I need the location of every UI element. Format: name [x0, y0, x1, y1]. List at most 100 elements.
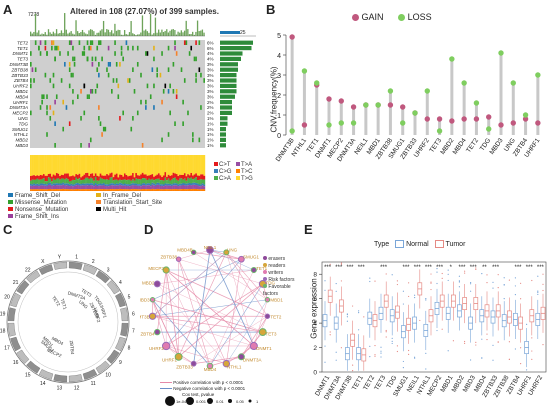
node-label: NTHL1: [227, 365, 242, 370]
gene-label: DNMT3A: [9, 105, 28, 110]
neg-line: [160, 388, 172, 390]
loss-point: [449, 56, 455, 62]
mutation-cell: [174, 40, 176, 45]
titv-segment: [200, 184, 202, 187]
titv-segment: [158, 182, 160, 185]
gain-dot: [352, 14, 359, 22]
gene-label: MECP2: [12, 111, 28, 116]
mutation-cell: [68, 121, 71, 126]
titv-segment: [154, 189, 157, 191]
titv-segment: [102, 155, 105, 176]
mutation-cell: [101, 56, 103, 62]
chromosome-band: [115, 336, 126, 352]
loss-point: [436, 128, 443, 134]
gain-point: [350, 104, 357, 110]
titv-segment: [151, 178, 154, 183]
titv-segment: [162, 155, 165, 176]
gene-pct: 2%: [207, 111, 214, 116]
mutation-cell: [140, 72, 142, 78]
legend-swatch: [96, 193, 101, 197]
titv-segment: [104, 186, 107, 190]
top-bar: [120, 34, 123, 36]
loss-point: [522, 112, 529, 118]
top-bar: [177, 31, 179, 36]
titv-segment: [72, 175, 74, 180]
titv-segment: [187, 189, 189, 191]
titv-segment: [120, 174, 123, 181]
outlier-point: [324, 289, 326, 291]
titv-segment: [153, 155, 155, 177]
titv-segment: [141, 183, 144, 186]
outlier-point: [380, 356, 382, 358]
titv-segment: [156, 188, 159, 191]
outlier-point: [436, 268, 438, 270]
node-label: DNMT1: [256, 346, 272, 351]
y-tick-label: 0: [313, 370, 317, 377]
titv-segment: [117, 183, 120, 186]
outlier-point: [408, 349, 410, 352]
titv-segment: [36, 175, 39, 179]
titv-segment: [200, 189, 202, 191]
titv-segment: [185, 176, 188, 181]
mutation-cell: [30, 110, 32, 116]
positive-edge: [152, 252, 227, 317]
outlier-point: [419, 319, 421, 322]
top-bar: [31, 33, 33, 36]
titv-segment: [203, 189, 206, 191]
legend-label: writers: [268, 270, 284, 276]
tumor-label: Tumor: [445, 240, 466, 248]
gene-bar: [220, 73, 237, 78]
titv-segment: [123, 155, 126, 174]
mutation-cell: [80, 143, 82, 148]
outlier-point: [497, 286, 499, 289]
top-bar: [169, 30, 171, 36]
outlier-point: [531, 337, 533, 339]
mutation-cell: [76, 94, 79, 99]
titv-segment: [98, 155, 100, 177]
titv-segment: [138, 175, 141, 180]
gene-label: MBD3: [15, 143, 28, 148]
top-bar: [183, 30, 186, 36]
mutation-cell: [83, 83, 86, 89]
titv-segment: [151, 184, 154, 189]
titv-segment: [166, 155, 168, 177]
pvalue-tick: 0.001: [196, 399, 207, 404]
negative-edge: [152, 299, 211, 367]
titv-segment: [57, 173, 60, 179]
titv-segment: [166, 176, 168, 181]
titv-segment: [158, 184, 160, 189]
titv-segment: [120, 183, 123, 186]
titv-segment: [190, 183, 193, 186]
x-tick-label: MBD3: [489, 137, 505, 156]
positive-edge: [165, 269, 180, 357]
titv-segment: [39, 185, 42, 190]
top-bar: [174, 30, 176, 36]
titv-segment: [81, 155, 84, 177]
mutation-cell: [70, 72, 73, 78]
titv-segment: [60, 174, 63, 179]
titv-segment: [104, 184, 107, 187]
titv-segment: [145, 155, 147, 175]
top-bar: [125, 34, 127, 36]
node-label: TET1: [256, 266, 267, 271]
titv-segment: [135, 173, 138, 179]
loss-point: [412, 110, 418, 116]
top-bar: [195, 31, 197, 36]
titv-segment: [107, 189, 110, 191]
titv-segment: [60, 185, 63, 190]
titv-segment: [138, 155, 141, 176]
top-bar: [36, 32, 38, 36]
tumor-swatch: [434, 240, 444, 248]
titv-segment: [34, 189, 37, 191]
corr-pos-item: Positive correlation with p < 0.0001: [160, 380, 245, 386]
titv-segment: [80, 177, 83, 181]
titv-segment: [38, 189, 40, 191]
gene-pct: 1%: [207, 143, 214, 148]
titv-segment: [132, 179, 134, 184]
top-bar: [59, 33, 61, 36]
titv-segment: [125, 155, 128, 175]
titv-segment: [47, 177, 50, 183]
panel-b: B GAIN LOSS CNV.frequency(%) 0 1 2 3 4 5 DNMT3…: [262, 0, 550, 220]
titv-item: C>A: [214, 176, 231, 183]
chromosome-label: 2: [92, 259, 95, 265]
